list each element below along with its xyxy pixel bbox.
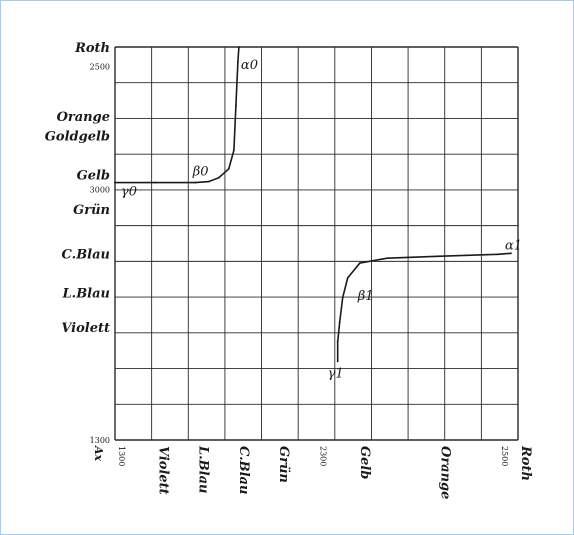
- series-0-point: [217, 176, 220, 179]
- series-1-start-label: γ1: [328, 366, 344, 381]
- series-1-point: [386, 257, 388, 260]
- y-tick-label: Goldgelb: [45, 129, 110, 144]
- x-tick-label: Orange: [437, 446, 452, 499]
- series-1-point: [358, 262, 361, 265]
- x-tick-label: 1300: [117, 446, 126, 466]
- series-1-point: [510, 252, 512, 255]
- x-tick-label: C.Blau: [236, 446, 251, 494]
- y-tick-label: 3000: [90, 185, 110, 194]
- series-0-point: [237, 60, 239, 63]
- x-axis-labels: 1300 Violett L.Blau C.Blau Grün 2300 Gelb Orang…: [92, 445, 533, 499]
- curves: [114, 46, 512, 363]
- series-1-point: [338, 321, 341, 323]
- grid-lines: [114, 46, 519, 441]
- series-1-point: [336, 340, 339, 343]
- series-0-mid-label: β0: [192, 165, 209, 180]
- series-1-point: [436, 255, 439, 258]
- y-tick-label: Orange: [57, 110, 110, 125]
- series-0-end-label: α0: [241, 58, 258, 73]
- series-1-line: [336, 252, 511, 362]
- y-tick-label: Gelb: [77, 169, 110, 184]
- series-0-start-label: γ0: [121, 185, 137, 200]
- series-1-mid-label: β1: [357, 289, 374, 304]
- x-tick-label: Violett: [155, 446, 170, 495]
- y-tick-label: L.Blau: [62, 287, 110, 302]
- y-tick-label: Violett: [61, 321, 110, 336]
- x-tick-label: Gelb: [357, 446, 372, 479]
- series-0-point: [238, 46, 240, 48]
- series-1-end-label: α1: [505, 238, 522, 253]
- x-corner-label: Ax: [92, 445, 105, 462]
- series-0-point: [232, 149, 235, 152]
- series-0-point: [194, 181, 197, 184]
- x-tick-label: 2300: [319, 446, 328, 466]
- series-0-point: [114, 181, 116, 184]
- series-1-point: [496, 253, 499, 256]
- y-tick-label: Grün: [73, 203, 110, 218]
- series-1-point: [341, 296, 344, 299]
- series-0-point: [154, 181, 157, 184]
- series-0-point: [207, 180, 210, 183]
- y-tick-label: C.Blau: [62, 247, 110, 262]
- y-tick-label: Roth: [74, 41, 110, 56]
- curve-labels: γ0 β0 α0 γ1 β1 α1: [121, 58, 522, 381]
- x-tick-label: L.Blau: [196, 445, 211, 493]
- series-1-point: [336, 360, 339, 363]
- series-0-point: [235, 105, 237, 107]
- x-tick-label: Grün: [276, 446, 291, 483]
- y-tick-label: 2500: [90, 63, 110, 72]
- series-1-point: [346, 276, 349, 279]
- y-tick-label: 1300: [90, 436, 110, 445]
- series-0-line: [115, 46, 240, 184]
- x-tick-label: 2500: [500, 446, 509, 466]
- series-0-point: [227, 167, 230, 170]
- x-tick-label: Roth: [518, 445, 533, 481]
